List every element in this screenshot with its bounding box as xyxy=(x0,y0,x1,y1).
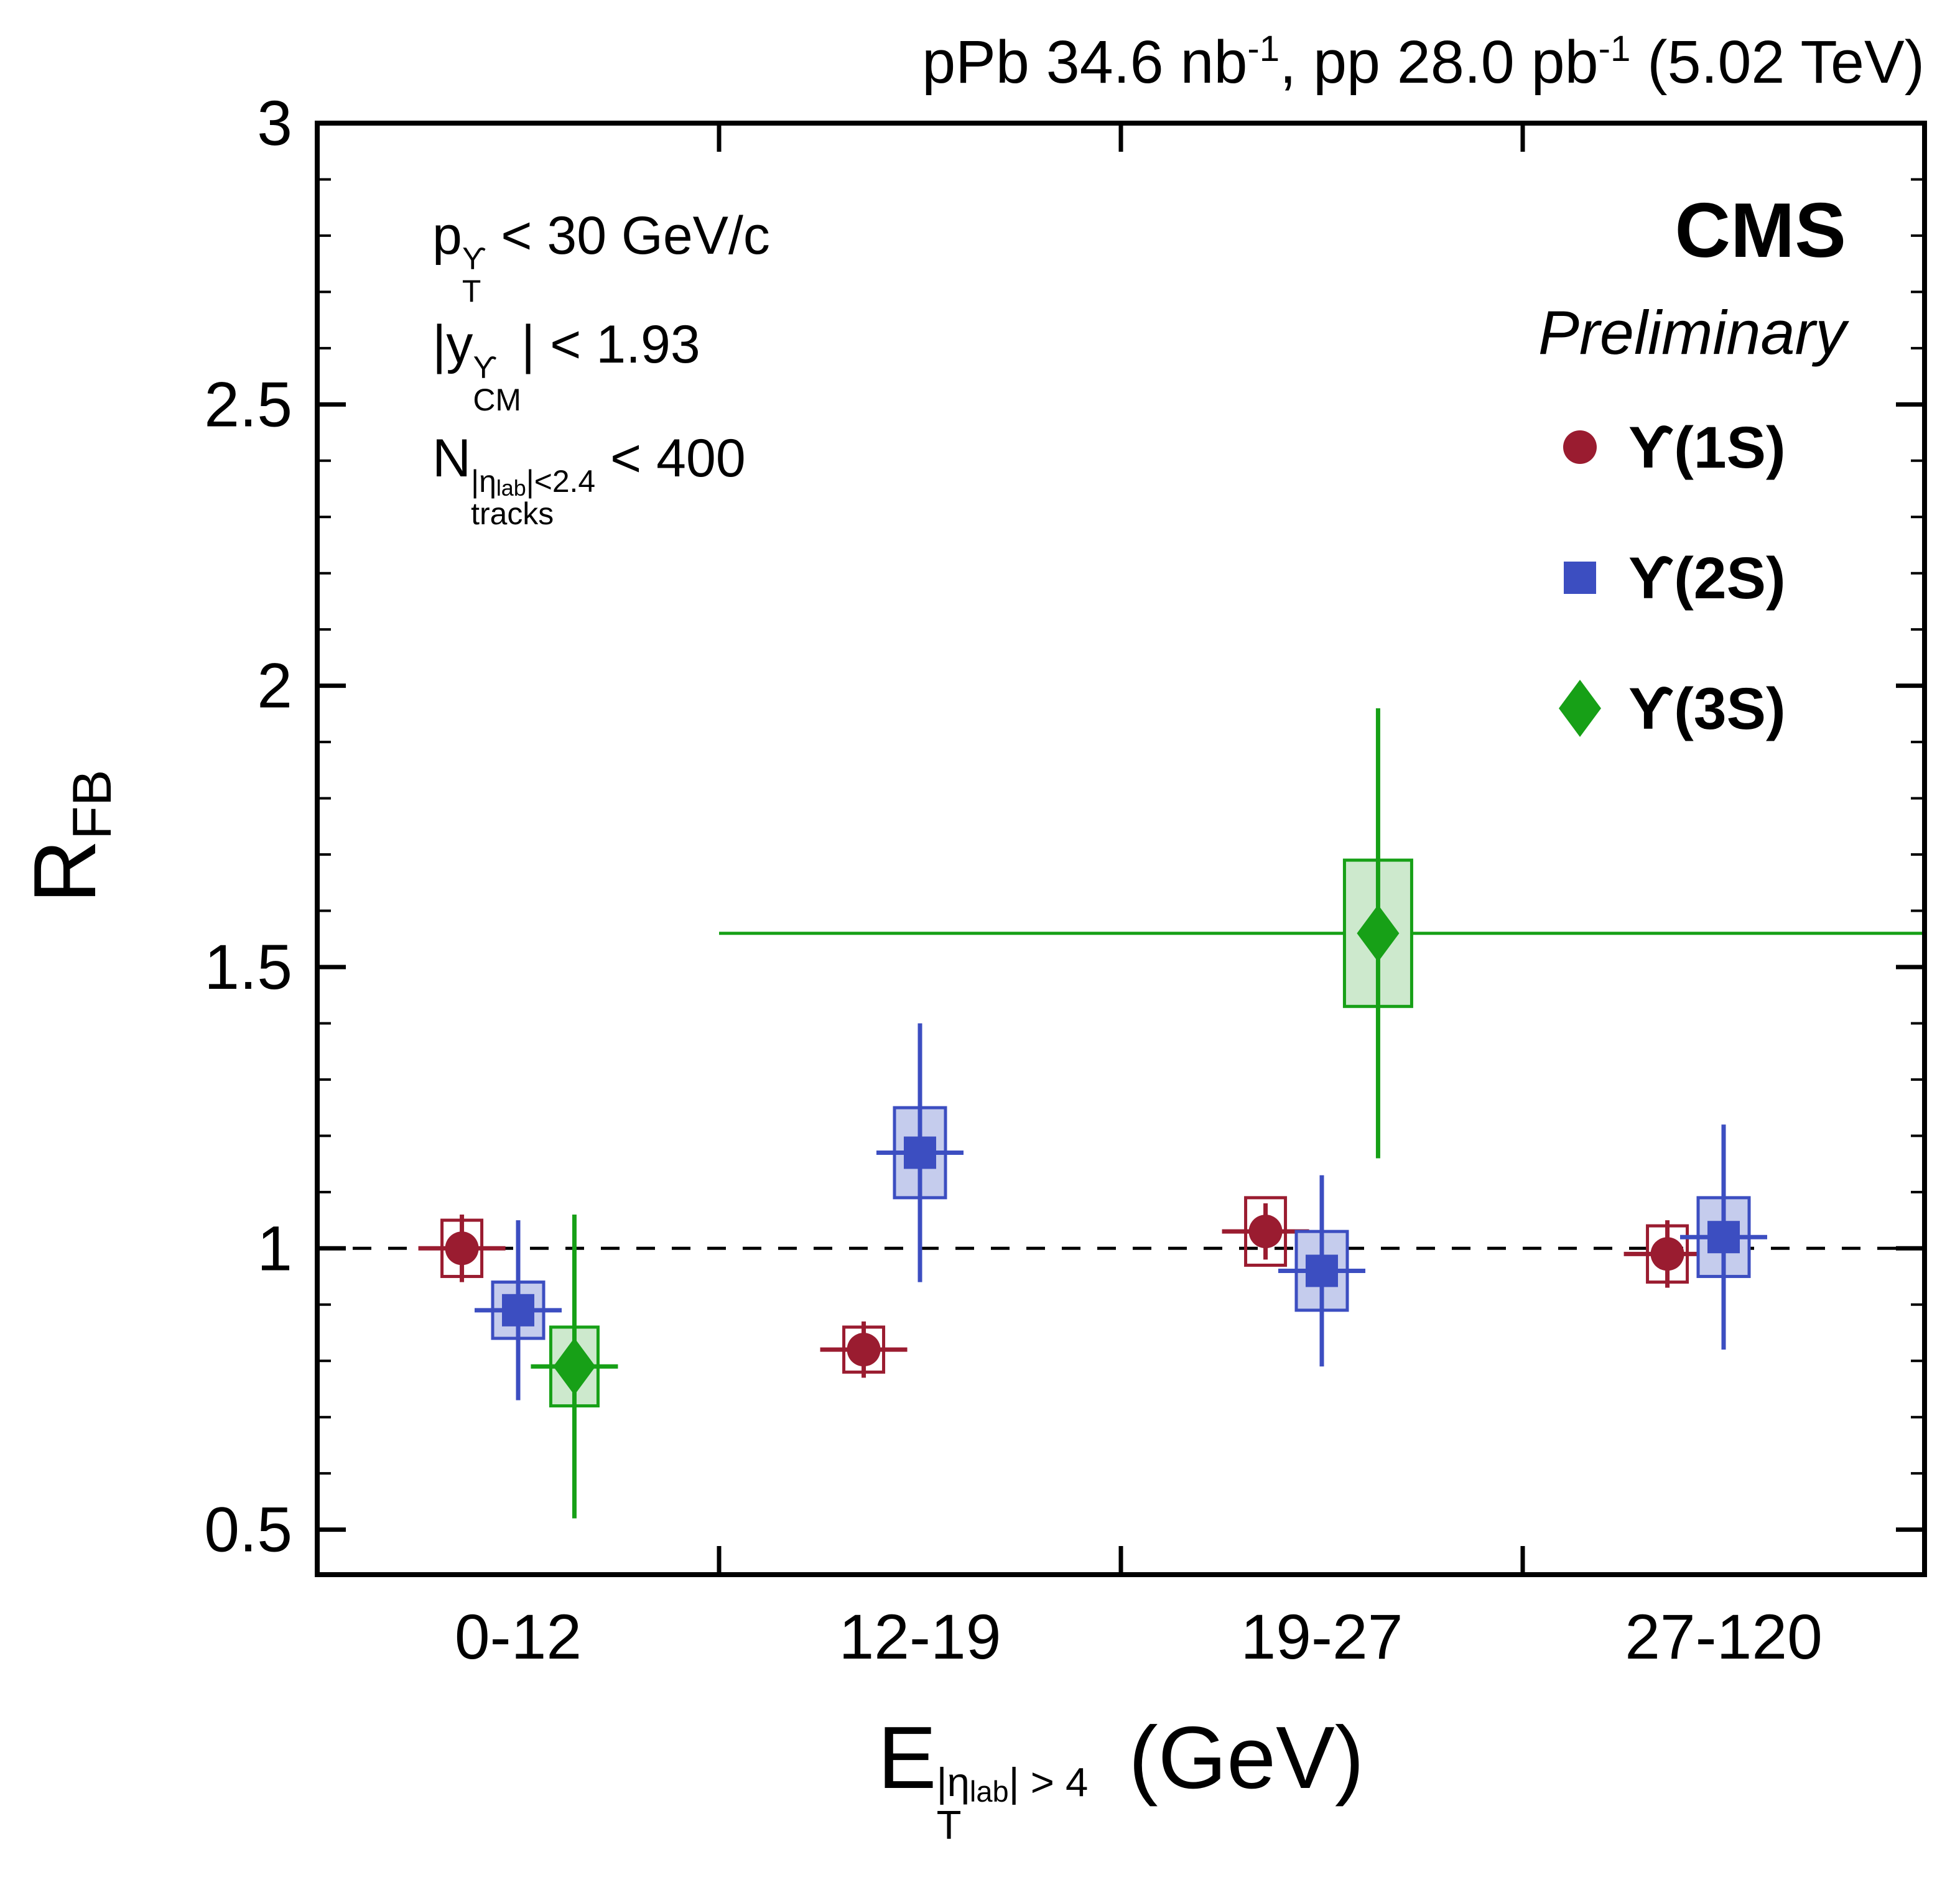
ntracks-supsub: |ηlab|<2.4 tracks xyxy=(471,465,595,530)
y-tick-label: 3 xyxy=(257,88,292,159)
x-axis-tail: (GeV) xyxy=(1103,1708,1365,1807)
pt-base: p xyxy=(432,206,462,266)
luminosity-title: pPb 34.6 nb-1, pp 28.0 pb-1 (5.02 TeV) xyxy=(922,27,1925,97)
rap-post: | < 1.93 xyxy=(521,315,700,374)
data-point-circle xyxy=(445,1231,479,1266)
x-axis-base: E xyxy=(877,1708,937,1807)
x-axis-sup: |ηlab| > 4 xyxy=(936,1759,1089,1806)
ntracks-sub: tracks xyxy=(471,496,554,532)
x-axis-sup-post: | > 4 xyxy=(1008,1759,1089,1805)
x-axis-sup-sub: lab xyxy=(969,1774,1009,1808)
plot-frame xyxy=(315,121,1927,1577)
ntracks-cut-annotation: N |ηlab|<2.4 tracks < 400 xyxy=(432,428,746,530)
y-tick-label: 0.5 xyxy=(204,1494,292,1565)
legend-label: ϒ(2S) xyxy=(1628,545,1786,611)
y-axis-sub: FB xyxy=(60,769,123,840)
legend-marker-diamond xyxy=(1559,680,1601,737)
preliminary-label: Preliminary xyxy=(1538,298,1846,367)
x-axis-sub: T xyxy=(936,1802,962,1848)
data-point-circle xyxy=(847,1333,881,1367)
x-bin-label: 27-120 xyxy=(1625,1601,1823,1672)
y-tick-label: 2 xyxy=(257,651,292,721)
legend-label: ϒ(1S) xyxy=(1628,415,1786,481)
cms-label: CMS xyxy=(1674,188,1846,274)
y-tick-label: 1.5 xyxy=(204,932,292,1003)
x-bin-label: 12-19 xyxy=(839,1601,1001,1672)
pt-tail: < 30 GeV/c xyxy=(486,206,770,266)
rap-pre: |y xyxy=(432,315,473,374)
lumi-text-pp: , pp 28.0 pb xyxy=(1280,28,1599,96)
ntracks-base: N xyxy=(432,428,471,488)
data-point-square xyxy=(502,1294,534,1327)
rap-sub: CM xyxy=(473,382,521,418)
y-axis-title: RFB xyxy=(14,769,123,904)
legend-marker-square xyxy=(1564,562,1596,594)
pt-sup: ϒ xyxy=(462,241,486,276)
lumi-exp-2: -1 xyxy=(1598,29,1631,70)
data-point-square xyxy=(904,1136,936,1169)
ntracks-sup-sub: lab xyxy=(496,475,526,501)
data-point-circle xyxy=(1248,1215,1283,1249)
pt-sub: T xyxy=(462,274,481,309)
x-axis-sup-pre: |η xyxy=(936,1759,970,1805)
lumi-text-energy: (5.02 TeV) xyxy=(1630,28,1925,96)
x-bin-label: 19-27 xyxy=(1241,1601,1403,1672)
data-point-diamond xyxy=(1357,904,1400,962)
rap-supsub: ϒ CM xyxy=(473,351,521,417)
ntracks-sup: |ηlab|<2.4 xyxy=(471,463,596,501)
data-point-square xyxy=(1306,1254,1338,1287)
data-point-diamond xyxy=(553,1338,596,1396)
rap-sup: ϒ xyxy=(473,350,497,385)
x-bin-label: 0-12 xyxy=(455,1601,582,1672)
legend-label: ϒ(3S) xyxy=(1628,676,1786,742)
lumi-exp-1: -1 xyxy=(1247,29,1280,70)
legend-marker-circle xyxy=(1563,430,1597,464)
y-tick-label: 2.5 xyxy=(204,369,292,440)
ntracks-sup-pre: |η xyxy=(471,463,496,499)
data-point-circle xyxy=(1650,1237,1684,1271)
data-point-square xyxy=(1707,1221,1740,1254)
ntracks-tail: < 400 xyxy=(595,428,746,488)
ntracks-sup-post: |<2.4 xyxy=(526,463,596,499)
lumi-text-ppb: pPb 34.6 nb xyxy=(922,28,1248,96)
rapidity-cut-annotation: |y ϒ CM | < 1.93 xyxy=(432,314,700,417)
y-axis-base: R xyxy=(16,839,114,904)
y-tick-label: 1 xyxy=(257,1213,292,1284)
